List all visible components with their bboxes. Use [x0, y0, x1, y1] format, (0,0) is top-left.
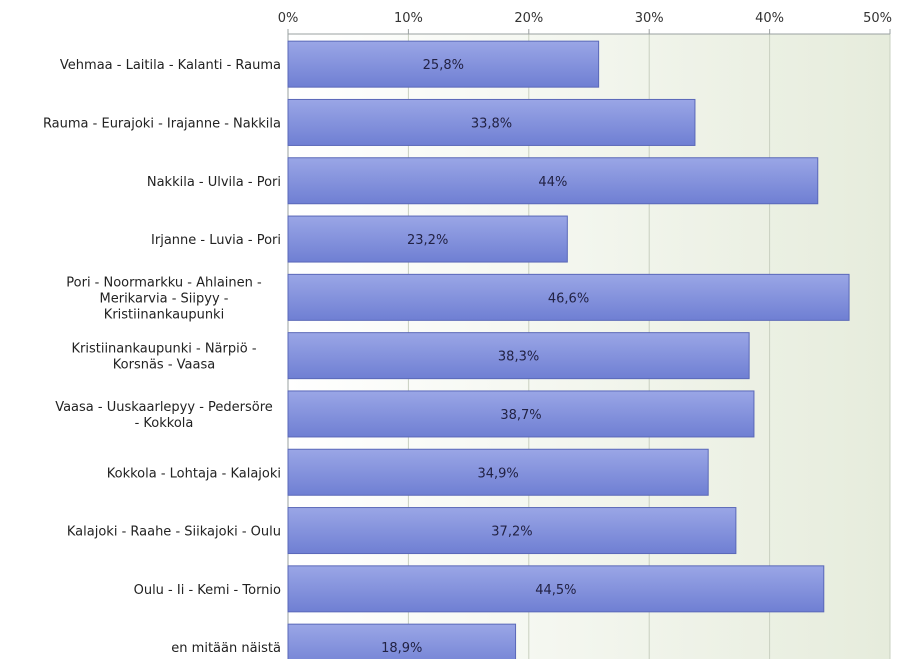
x-tick-label: 30% [635, 11, 664, 26]
x-tick-label: 0% [278, 11, 299, 26]
category-label: Kokkola - Lohtaja - Kalajoki [107, 466, 281, 481]
bar-value-label: 44% [538, 175, 567, 190]
bar [287, 273, 850, 321]
bar-value-label: 18,9% [381, 641, 422, 656]
category-label: Kristiinankaupunki - Närpiö -Korsnäs - V… [71, 342, 256, 373]
category-label: Rauma - Eurajoki - Irajanne - Nakkila [43, 116, 281, 131]
x-axis: 0% 10% 20% 30% 40% 50% [278, 11, 892, 35]
x-tick-label: 50% [863, 11, 892, 26]
bar [287, 157, 819, 205]
bar [287, 623, 517, 659]
bar-value-label: 46,6% [548, 291, 589, 306]
category-label: Kalajoki - Raahe - Siikajoki - Oulu [67, 525, 281, 540]
bar-value-label: 37,2% [491, 525, 532, 540]
bar [287, 448, 709, 496]
bar-value-label: 33,8% [471, 116, 512, 131]
bar-value-label: 44,5% [535, 583, 576, 598]
bars: 25,8% 33,8% 44% 23,2% 46,6% 38,3% 38,7% 34,9% 37… [287, 40, 850, 659]
x-tick-label: 20% [514, 11, 543, 26]
bar-value-label: 38,7% [500, 408, 541, 423]
bar-value-label: 25,8% [423, 58, 464, 73]
x-tick-label: 40% [755, 11, 784, 26]
category-label: Vaasa - Uuskaarlepyy - Pedersöre - Kokkol… [55, 400, 273, 431]
category-label: en mitään näistä [171, 641, 281, 656]
category-labels: Vehmaa - Laitila - Kalanti - Rauma Rauma … [43, 58, 281, 656]
category-label: Pori - Noormarkku - Ahlainen -Merikarvia… [66, 275, 262, 322]
bar [287, 507, 737, 555]
bar [287, 332, 750, 380]
x-tick-label: 10% [394, 11, 423, 26]
bar [287, 98, 696, 146]
bar-value-label: 38,3% [498, 350, 539, 365]
category-label: Irjanne - Luvia - Pori [151, 233, 281, 248]
bar [287, 40, 600, 88]
bar [287, 565, 825, 613]
bar [287, 390, 755, 438]
bar [287, 215, 568, 263]
bar-value-label: 34,9% [477, 466, 518, 481]
category-label: Vehmaa - Laitila - Kalanti - Rauma [60, 58, 281, 73]
category-label: Oulu - Ii - Kemi - Tornio [134, 583, 281, 598]
category-label: Nakkila - Ulvila - Pori [147, 175, 281, 190]
bar-value-label: 23,2% [407, 233, 448, 248]
